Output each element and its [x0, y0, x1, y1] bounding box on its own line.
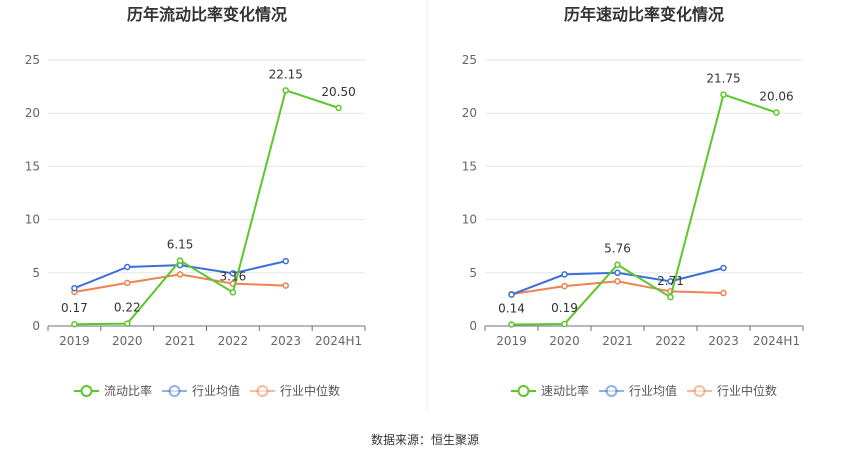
x-tick-label: 2024H1	[753, 334, 800, 348]
data-label: 22.15	[269, 67, 303, 81]
legend-item[interactable]: 流动比率	[74, 383, 152, 398]
data-label: 20.06	[759, 90, 793, 104]
data-point[interactable]	[282, 282, 289, 289]
data-point[interactable]	[720, 264, 727, 272]
legend-item[interactable]: 速动比率	[511, 383, 589, 398]
data-point[interactable]	[773, 109, 780, 116]
data-point[interactable]	[667, 293, 674, 301]
x-tick-label: 2021	[602, 334, 633, 348]
data-point[interactable]	[124, 263, 131, 271]
legend-label: 行业中位数	[280, 383, 340, 398]
x-tick-label: 2019	[496, 334, 527, 348]
y-tick-label: 25	[25, 53, 40, 67]
data-point[interactable]	[282, 257, 289, 265]
data-point[interactable]	[229, 289, 237, 296]
y-tick-label: 0	[32, 319, 40, 333]
data-point[interactable]	[667, 278, 674, 285]
y-tick-label: 5	[32, 266, 40, 280]
series-line	[511, 93, 777, 326]
data-label: 0.17	[61, 301, 88, 315]
data-point[interactable]	[614, 269, 621, 277]
data-point[interactable]	[720, 289, 727, 297]
legend-marker	[80, 385, 93, 397]
x-tick-label: 2023	[270, 334, 301, 348]
x-tick-label: 2023	[708, 334, 739, 348]
data-label: 0.22	[114, 301, 141, 315]
chart-title: 历年速动比率变化情况	[564, 5, 724, 24]
data-point[interactable]	[124, 320, 131, 327]
data-point[interactable]	[614, 278, 621, 285]
data-point[interactable]	[508, 291, 515, 298]
legend-marker	[693, 385, 706, 397]
data-point[interactable]	[229, 270, 237, 277]
x-tick-label: 2019	[59, 334, 90, 348]
y-tick-label: 0	[469, 319, 477, 333]
data-label: 2.71	[657, 274, 684, 288]
y-tick-label: 20	[462, 106, 477, 120]
y-tick-label: 5	[469, 266, 477, 280]
data-point[interactable]	[282, 87, 289, 94]
data-label: 0.19	[551, 301, 578, 315]
legend-marker	[517, 385, 530, 397]
data-point[interactable]	[614, 261, 621, 268]
legend-item[interactable]: 行业中位数	[687, 383, 777, 398]
legend-label: 行业中位数	[717, 383, 777, 398]
source-note: 数据来源：恒生聚源	[370, 433, 479, 447]
x-tick-label: 2021	[165, 334, 196, 348]
chart-panel-2: 历年速动比率变化情况 0 5 10 15 20 25 2019 2020 2021 2022 2023…	[462, 5, 804, 398]
legend-item[interactable]: 行业均值	[599, 383, 677, 398]
data-point[interactable]	[71, 320, 78, 328]
y-tick-label: 10	[462, 213, 477, 227]
data-point[interactable]	[71, 284, 78, 292]
data-point[interactable]	[561, 320, 568, 328]
series-line	[74, 89, 339, 326]
data-label: 21.75	[706, 72, 740, 86]
y-tick-label: 25	[462, 53, 477, 67]
x-tick-label: 2024H1	[315, 334, 362, 348]
legend-marker	[256, 385, 269, 397]
legend-label: 流动比率	[104, 383, 152, 398]
legend-item[interactable]: 行业中位数	[250, 383, 340, 398]
legend-label: 速动比率	[541, 383, 589, 398]
data-point[interactable]	[561, 271, 568, 278]
data-label: 20.50	[321, 85, 355, 99]
data-label: 3.16	[220, 269, 247, 283]
chart-title: 历年流动比率变化情况	[127, 5, 287, 24]
legend-label: 行业均值	[192, 383, 240, 398]
data-label: 5.76	[604, 242, 631, 256]
y-tick-label: 20	[25, 106, 40, 120]
data-point[interactable]	[124, 279, 131, 287]
legend-marker	[605, 385, 618, 397]
y-tick-label: 10	[25, 213, 40, 227]
legend-item[interactable]: 行业均值	[162, 383, 240, 398]
x-tick-label: 2020	[112, 334, 143, 348]
legend-marker	[168, 385, 181, 397]
x-tick-label: 2020	[549, 334, 580, 348]
y-tick-label: 15	[25, 159, 40, 173]
chart-panel-1: 历年流动比率变化情况 0 5 10 15 20 25 2019 2020 2021 2022 2023…	[25, 5, 366, 398]
data-label: 6.15	[167, 238, 194, 252]
data-point[interactable]	[508, 321, 515, 328]
x-tick-label: 2022	[655, 334, 686, 348]
data-point[interactable]	[335, 104, 342, 112]
data-point[interactable]	[176, 271, 184, 278]
y-tick-label: 15	[462, 159, 477, 173]
data-point[interactable]	[561, 282, 568, 290]
data-point[interactable]	[720, 91, 727, 98]
data-label: 0.14	[498, 302, 525, 316]
x-tick-label: 2022	[218, 334, 249, 348]
legend-label: 行业均值	[629, 383, 677, 398]
data-point[interactable]	[176, 257, 184, 264]
